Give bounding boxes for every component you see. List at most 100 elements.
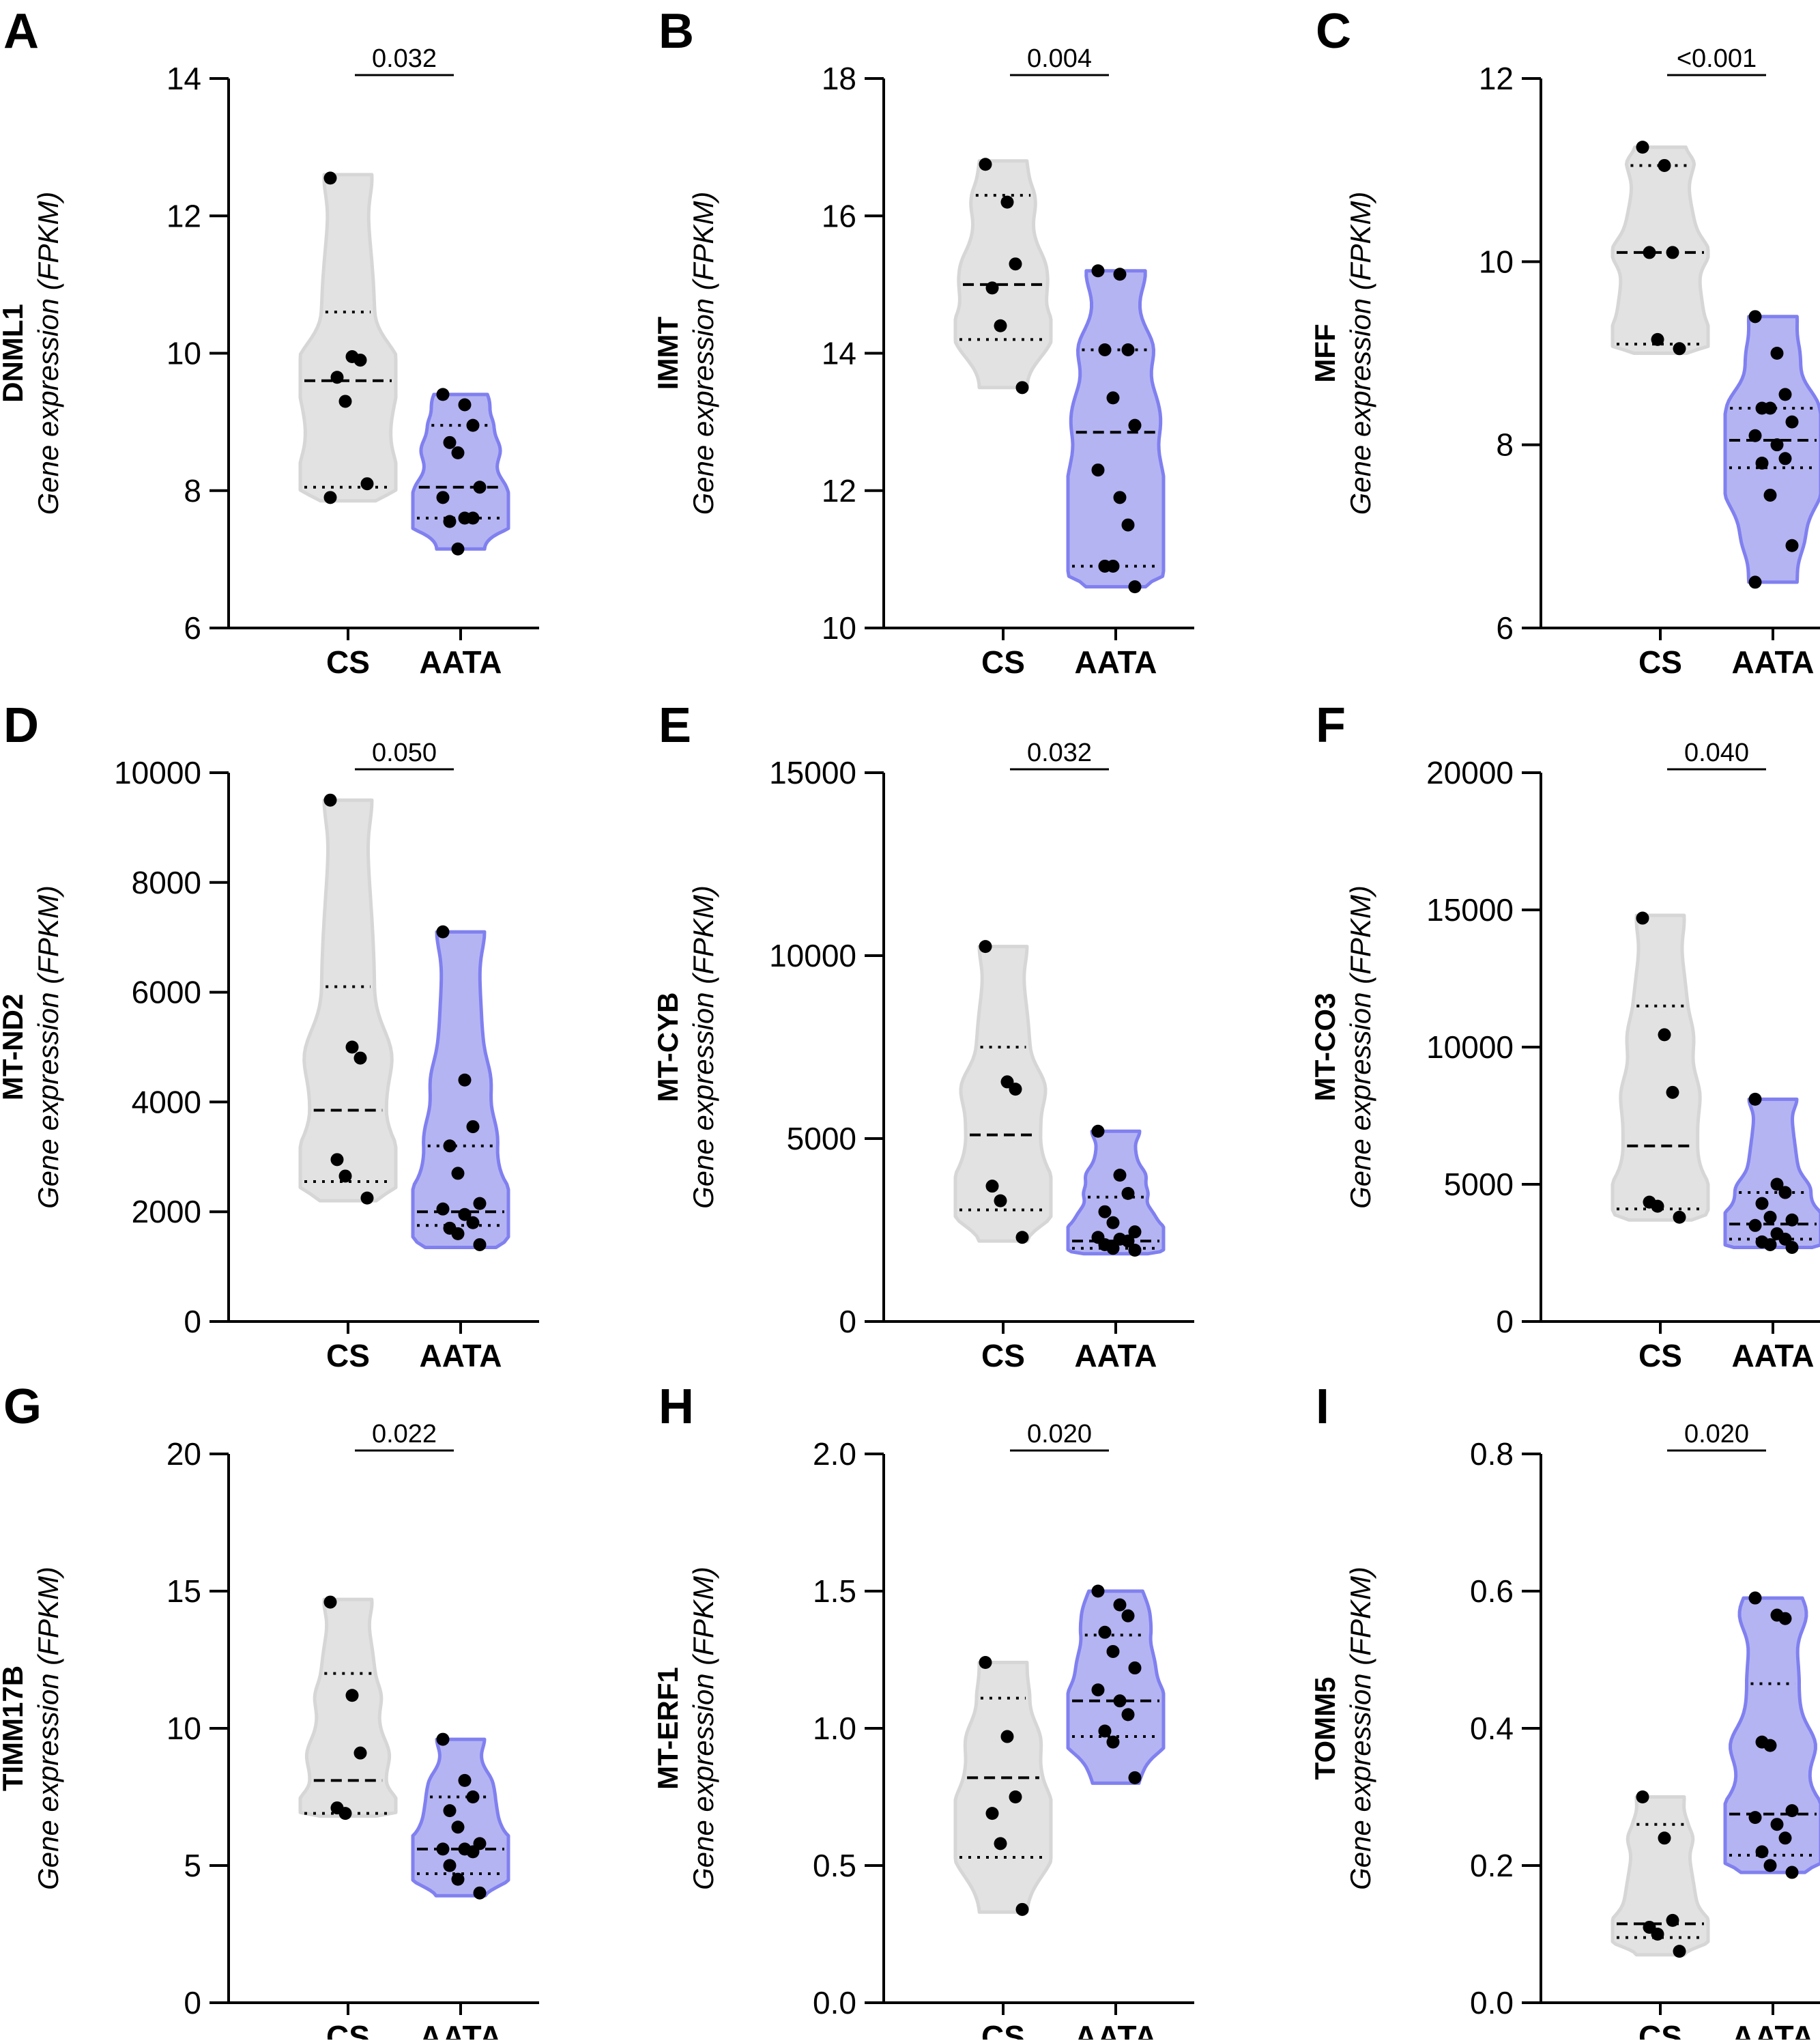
data-point	[1128, 418, 1142, 432]
violin-cs	[1610, 145, 1710, 355]
data-point	[1658, 1028, 1671, 1042]
violin-aata	[1723, 1097, 1820, 1249]
gene-label: DNML1	[0, 304, 29, 403]
y-tick-label: 16	[822, 198, 856, 233]
data-point	[1748, 310, 1762, 324]
x-tick-label: AATA	[1075, 644, 1157, 680]
y-tick-label: 4000	[132, 1084, 201, 1119]
gene-label: IMMT	[652, 317, 684, 390]
violin-aata	[411, 392, 510, 551]
y-axis-title: Gene expression (FPKM)	[687, 885, 719, 1209]
data-point	[330, 1153, 344, 1167]
data-point	[1636, 1790, 1649, 1803]
data-point	[466, 1845, 480, 1859]
data-point	[1651, 1928, 1664, 1941]
data-point	[1673, 1945, 1686, 1958]
data-point	[473, 1197, 487, 1210]
data-point	[1643, 246, 1656, 259]
data-point	[360, 1191, 374, 1205]
data-point	[360, 477, 374, 491]
y-tick-label: 15000	[769, 755, 856, 790]
data-point	[1091, 1124, 1105, 1138]
y-tick-label: 2.0	[813, 1436, 856, 1472]
data-point	[458, 398, 472, 412]
panel-letter: H	[659, 1380, 694, 1434]
y-tick-label: 8	[184, 473, 201, 509]
data-point	[353, 1746, 367, 1760]
data-point	[1000, 1730, 1014, 1743]
data-point	[1763, 488, 1777, 502]
data-point	[1636, 911, 1649, 925]
violin-aata	[411, 1737, 510, 1898]
data-point	[443, 1804, 457, 1818]
data-point	[1755, 1197, 1769, 1210]
y-tick-label: 5	[184, 1848, 201, 1883]
data-point	[985, 281, 999, 295]
panel-letter: B	[659, 4, 694, 59]
data-point	[443, 1859, 457, 1872]
gene-label: MT-CO3	[1309, 993, 1341, 1102]
y-tick-label: 20000	[1426, 755, 1514, 790]
y-tick-label: 15	[167, 1573, 201, 1609]
y-axis-title: Gene expression (FPKM)	[1344, 192, 1376, 515]
panel-e: E MT-CYB Gene expression (FPKM) 0 5000 10000 1…	[652, 698, 1194, 1373]
data-point	[1106, 1644, 1120, 1658]
data-point	[1763, 1210, 1777, 1224]
y-axis-title: Gene expression (FPKM)	[32, 192, 64, 515]
y-tick-label: 10000	[114, 755, 201, 790]
y-tick-label: 12	[167, 198, 201, 233]
panel-f: F MT-CO3 Gene expression (FPKM) 0 5000 10000 1…	[1309, 698, 1820, 1373]
data-point	[458, 1073, 472, 1087]
y-axis-title: Gene expression (FPKM)	[32, 885, 64, 1209]
gene-label: MT-CYB	[652, 992, 684, 1102]
data-point	[1651, 1199, 1664, 1213]
data-point	[985, 1180, 999, 1193]
gene-label: MFF	[1309, 324, 1341, 382]
data-point	[1000, 195, 1014, 209]
gene-label: MT-ERF1	[652, 1667, 684, 1790]
data-point	[1113, 268, 1127, 281]
data-point	[1113, 491, 1127, 504]
y-tick-label: 0	[839, 1304, 856, 1339]
data-point	[1673, 1210, 1686, 1224]
y-tick-label: 5000	[787, 1121, 856, 1156]
x-tick-label: AATA	[1732, 644, 1815, 680]
data-point	[1121, 343, 1135, 356]
data-point	[466, 418, 480, 432]
y-axis-title: Gene expression (FPKM)	[1344, 885, 1376, 1209]
data-point	[345, 1689, 359, 1702]
data-point	[1763, 1859, 1777, 1872]
p-value-label: 0.032	[1027, 739, 1092, 767]
x-tick-label: AATA	[420, 2019, 502, 2040]
data-point	[1748, 429, 1762, 442]
violin-aata	[1723, 1596, 1820, 1874]
data-point	[451, 446, 465, 459]
y-tick-label: 5000	[1444, 1167, 1514, 1202]
violin-cs	[298, 1597, 398, 1818]
data-point	[1666, 1913, 1679, 1927]
y-tick-label: 14	[167, 61, 201, 96]
data-point	[1748, 1591, 1762, 1605]
data-point	[1091, 463, 1105, 477]
data-point	[1778, 1612, 1792, 1625]
y-tick-label: 0.0	[813, 1985, 856, 2020]
y-tick-label: 0.0	[1470, 1985, 1514, 2020]
data-point	[323, 1595, 337, 1609]
data-point	[1106, 1242, 1120, 1255]
p-value-label: 0.020	[1027, 1420, 1092, 1448]
p-value-label: 0.040	[1684, 739, 1749, 767]
data-point	[466, 1790, 480, 1803]
x-tick-label: CS	[326, 1338, 370, 1373]
data-point	[994, 1837, 1007, 1851]
data-point	[1785, 539, 1799, 552]
y-tick-label: 6	[1496, 610, 1514, 646]
y-axis-title: Gene expression (FPKM)	[32, 1567, 64, 1890]
x-tick-label: AATA	[1732, 2019, 1815, 2040]
data-point	[323, 793, 337, 807]
data-point	[451, 542, 465, 556]
data-point	[353, 354, 367, 367]
data-point	[1666, 1085, 1679, 1099]
data-point	[323, 171, 337, 185]
panel-c: C MFF Gene expression (FPKM) 6 8 10 12 CS AATA <0…	[1309, 4, 1820, 680]
